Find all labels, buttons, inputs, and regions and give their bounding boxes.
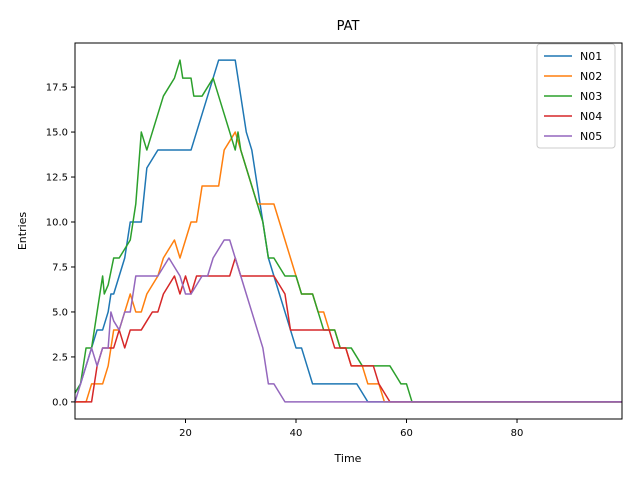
y-tick-label: 5.0	[52, 307, 68, 318]
plot-frame	[74, 42, 623, 420]
legend: N01 N02 N03 N04 N05	[536, 43, 616, 149]
y-tick-label: 0.0	[52, 397, 68, 408]
x-tick-label: 20	[179, 428, 192, 439]
chart-title: PAT	[337, 19, 360, 34]
legend-label-n03: N03	[580, 90, 602, 103]
legend-label-n04: N04	[580, 110, 602, 123]
legend-label-n01: N01	[580, 50, 602, 63]
series-line-n05	[74, 239, 622, 403]
legend-box	[536, 43, 616, 149]
x-tick-label: 60	[400, 428, 413, 439]
y-axis-label: Entries	[16, 212, 29, 251]
legend-label-n02: N02	[580, 70, 602, 83]
series-layer	[74, 59, 622, 403]
x-tick-label: 80	[511, 428, 524, 439]
y-tick-label: 12.5	[46, 173, 68, 184]
y-tick-label: 2.5	[52, 352, 68, 363]
x-axis-label: Time	[334, 452, 362, 465]
x-tick-label: 40	[290, 428, 303, 439]
series-line-n03	[74, 59, 622, 403]
legend-label-n05: N05	[580, 130, 602, 143]
y-axis-ticks: 0.0 2.5 5.0 7.5 10.0 12.5 15.0 17.5	[46, 83, 75, 408]
series-line-n01	[74, 59, 622, 403]
x-axis-ticks: 20 40 60 80	[179, 419, 523, 439]
y-tick-label: 7.5	[52, 262, 68, 273]
y-tick-label: 17.5	[46, 83, 68, 94]
y-tick-label: 10.0	[46, 218, 68, 229]
y-tick-label: 15.0	[46, 128, 68, 139]
plot-area	[74, 42, 623, 420]
